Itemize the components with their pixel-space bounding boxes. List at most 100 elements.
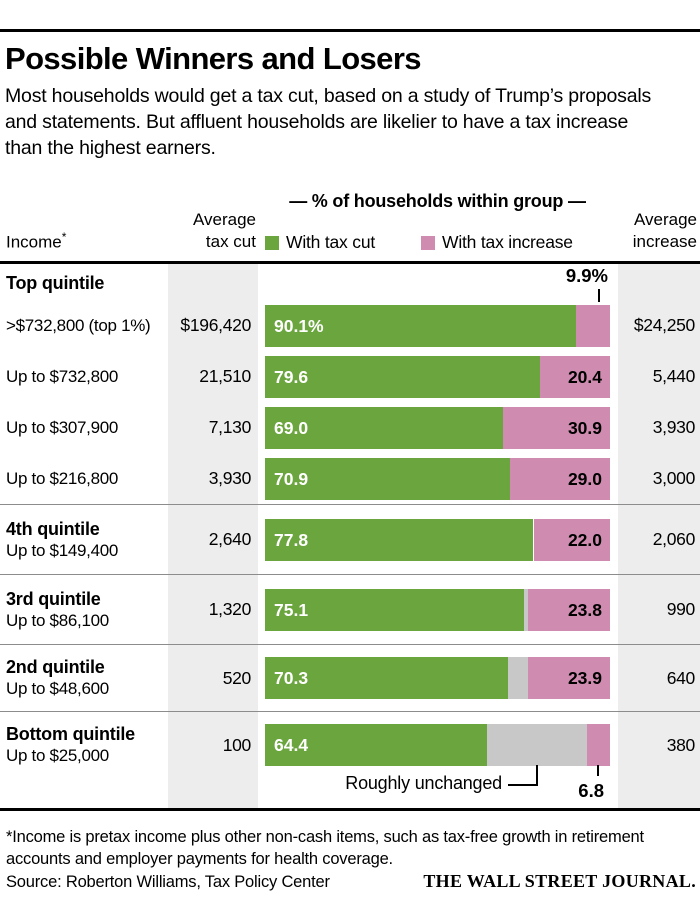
stacked-bar: 90.1% [265,304,610,347]
bottom-increase-annotation: 6.8 [578,780,604,801]
avg-tax-cut-value: 100 [222,734,252,755]
income-label: Up to $307,900 [6,417,119,437]
income-label: Bottom quintile Up to $25,000 [0,723,168,767]
footnote: *Income is pretax income plus other non-… [6,828,644,868]
income-range: Up to $25,000 [6,746,109,765]
bar-segment-tax-cut: 64.4 [265,724,488,766]
table-row: Up to $216,800 3,930 70.9 29.0 3,000 [0,453,700,504]
avg-tax-cut-column-shade [168,264,258,808]
top-annotation-tick [598,289,600,302]
table-row: 2nd quintile Up to $48,600 520 70.3 23.9… [0,645,700,711]
unchanged-callout-line [508,765,538,786]
table-row: >$732,800 (top 1%) $196,420 90.1% $24,25… [0,300,700,351]
avg-increase-value: 640 [666,667,696,688]
bar-segment-unchanged [507,657,528,699]
section-top-quintile: Top quintile 9.9% >$732,800 (top 1%) $19… [0,264,700,505]
stacked-bar: 75.1 23.8 [265,588,610,631]
income-label: 4th quintile Up to $149,400 [0,518,168,562]
avg-increase-value: $24,250 [633,315,695,335]
income-label: Up to $732,800 [6,366,119,386]
avg-tax-cut-value: 1,320 [208,599,252,619]
section-bottom-quintile: Bottom quintile Up to $25,000 100 64.4 3… [0,712,700,808]
legend-label-tax-cut: With tax cut [286,232,376,252]
avg-tax-cut-value: $196,420 [180,315,251,335]
wsj-logotype: THE WALL STREET JOURNAL. [423,871,696,891]
bar-segment-tax-increase: 23.9 [527,657,610,699]
section-4th-quintile: 4th quintile Up to $149,400 2,640 77.8 2… [0,505,700,575]
stacked-bar: 64.4 [265,724,610,766]
bar-segment-tax-increase [586,724,610,766]
income-label: 3rd quintile Up to $86,100 [0,588,168,632]
page-subtitle: Most households would get a tax cut, bas… [5,85,652,159]
section-header: Top quintile 9.9% [0,264,700,302]
legend-label-tax-increase: With tax increase [442,232,573,252]
bar-segment-tax-increase: 29.0 [509,457,610,500]
avg-tax-cut-value: 7,130 [208,417,252,437]
bar-segment-tax-increase: 30.9 [503,406,610,449]
avg-tax-cut-value: 2,640 [208,529,252,549]
avg-tax-cut-value: 21,510 [199,366,251,386]
avg-inc-line2: increase [632,232,697,251]
source-row: Source: Roberton Williams, Tax Policy Ce… [6,871,696,892]
avg-increase-value: 990 [666,599,696,619]
section-2nd-quintile: 2nd quintile Up to $48,600 520 70.3 23.9… [0,645,700,712]
bar-segment-tax-cut: 75.1 [265,588,525,631]
table-row: 4th quintile Up to $149,400 2,640 77.8 2… [0,505,700,574]
bar-segment-tax-increase: 22.0 [534,518,610,561]
bar-segment-tax-cut: 77.8 [265,518,534,561]
group-axis-title: — % of households within group — [289,191,586,211]
quintile-name: Bottom quintile [6,724,135,744]
page-title: Possible Winners and Losers [5,41,422,76]
table-row: 3rd quintile Up to $86,100 1,320 75.1 23… [0,575,700,644]
stacked-bar: 70.3 23.9 [265,657,610,699]
avg-cut-line2: tax cut [205,232,256,251]
quintile-name: 4th quintile [6,518,100,539]
bar-segment-tax-cut: 70.9 [265,457,510,500]
quintile-table: Top quintile 9.9% >$732,800 (top 1%) $19… [0,261,700,811]
quintile-name: 2nd quintile [6,657,105,677]
bar-segment-unchanged [524,588,528,631]
bar-segment-tax-increase: 23.8 [527,588,610,631]
avg-increase-value: 2,060 [652,529,696,549]
bar-segment-unchanged [487,724,587,766]
income-label-text: Income [6,233,62,252]
table-row: Up to $307,900 7,130 69.0 30.9 3,930 [0,402,700,453]
bar-segment-tax-increase: 20.4 [539,355,610,398]
section-3rd-quintile: 3rd quintile Up to $86,100 1,320 75.1 23… [0,575,700,645]
column-header-avg-increase: Average increase [591,209,697,253]
column-header-income: Income* [6,230,66,253]
legend: With tax cut With tax increase [265,232,573,253]
bar-segment-tax-cut: 69.0 [265,406,504,449]
income-label: 2nd quintile Up to $48,600 [0,656,168,700]
legend-swatch-tax-cut [265,235,279,250]
bar-segment-tax-cut: 70.3 [265,657,508,699]
section-title: Top quintile [6,273,105,293]
top-rule [0,29,700,32]
bar-segment-tax-increase [575,304,610,347]
income-label: Up to $216,800 [6,468,119,488]
stacked-bar: 77.8 22.0 [265,518,610,561]
column-header-avg-tax-cut: Average tax cut [150,209,256,253]
income-range: Up to $86,100 [6,610,109,630]
bottom-annotations: Roughly unchanged 6.8 [0,765,700,808]
income-range: Up to $149,400 [6,540,119,560]
avg-cut-line1: Average [192,210,256,229]
avg-increase-value: 5,440 [652,366,696,386]
avg-inc-line1: Average [633,210,697,229]
bar-segment-tax-cut: 90.1% [265,304,576,347]
avg-increase-value: 380 [666,734,696,755]
unchanged-callout-label: Roughly unchanged [345,773,502,793]
income-range: Up to $48,600 [6,679,109,698]
column-header-area: — % of households within group — Income*… [0,161,700,261]
avg-tax-cut-value: 3,930 [208,468,252,488]
legend-swatch-tax-increase [421,235,436,250]
avg-tax-cut-value: 520 [222,667,252,688]
stacked-bar: 70.9 29.0 [265,457,610,500]
avg-increase-value: 3,930 [652,417,696,437]
table-row: Bottom quintile Up to $25,000 100 64.4 3… [0,712,700,772]
source-credit: Source: Roberton Williams, Tax Policy Ce… [6,873,330,891]
top-increase-annotation: 9.9% [565,265,608,286]
stacked-bar: 69.0 30.9 [265,406,610,449]
bar-segment-tax-cut: 79.6 [265,355,540,398]
avg-increase-value: 3,000 [652,468,696,488]
